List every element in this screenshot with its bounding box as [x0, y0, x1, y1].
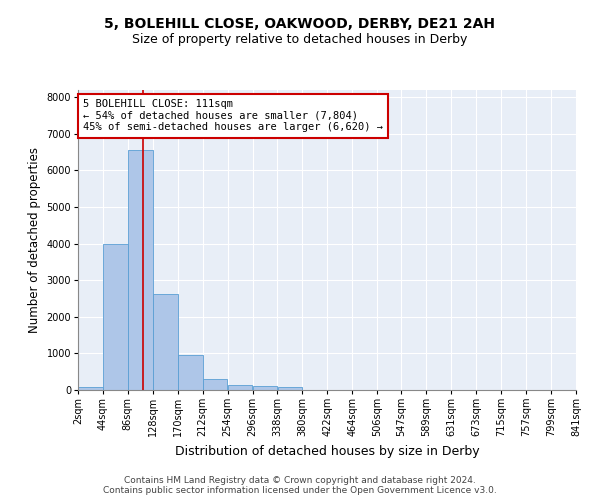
Bar [128, 150, 152, 390]
Bar [203, 378, 227, 390]
Bar [278, 387, 302, 390]
Text: 5, BOLEHILL CLOSE, OAKWOOD, DERBY, DE21 2AH: 5, BOLEHILL CLOSE, OAKWOOD, DERBY, DE21 … [104, 18, 496, 32]
Bar [153, 294, 178, 390]
Text: Size of property relative to detached houses in Derby: Size of property relative to detached ho… [133, 32, 467, 46]
Text: 5 BOLEHILL CLOSE: 111sqm
← 54% of detached houses are smaller (7,804)
45% of sem: 5 BOLEHILL CLOSE: 111sqm ← 54% of detach… [83, 99, 383, 132]
X-axis label: Distribution of detached houses by size in Derby: Distribution of detached houses by size … [175, 445, 479, 458]
Bar [228, 385, 253, 390]
Bar [178, 355, 203, 390]
Bar [103, 244, 128, 390]
Bar [78, 388, 103, 390]
Bar [253, 386, 277, 390]
Y-axis label: Number of detached properties: Number of detached properties [28, 147, 41, 333]
Text: Contains HM Land Registry data © Crown copyright and database right 2024.
Contai: Contains HM Land Registry data © Crown c… [103, 476, 497, 495]
